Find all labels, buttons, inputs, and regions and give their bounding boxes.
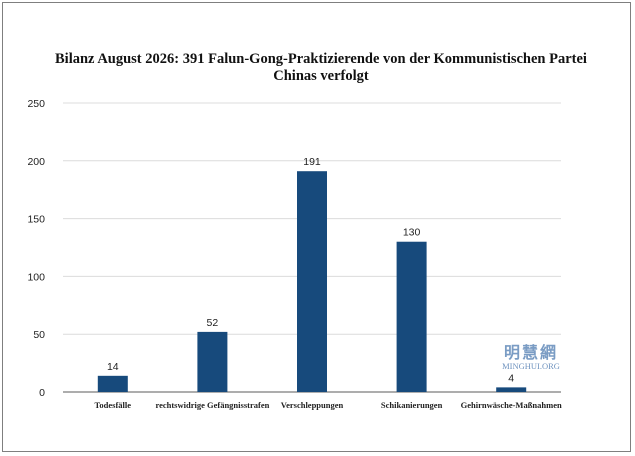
x-axis-categories: Todesfälle rechtswidrige Gefängnisstrafen…	[95, 400, 562, 410]
y-tick-label: 100	[27, 271, 45, 283]
x-category-label: Gehirnwäsche-Maßnahmen	[461, 400, 562, 410]
bars	[97, 171, 527, 392]
x-category-label: Verschleppungen	[281, 400, 344, 410]
data-labels: 14 52 191 130 4	[107, 156, 514, 384]
y-tick-label: 250	[27, 98, 45, 110]
y-tick-label: 50	[33, 329, 45, 341]
data-label: 14	[107, 361, 119, 373]
y-axis-ticks: 0 50 100 150 200 250	[27, 98, 45, 399]
data-label: 191	[303, 156, 321, 168]
data-label: 4	[508, 372, 514, 384]
y-tick-label: 200	[27, 156, 45, 168]
data-label: 130	[403, 227, 421, 239]
bar	[97, 375, 128, 392]
bar	[496, 387, 527, 392]
chart-title-line-1: Bilanz August 2026: 391 Falun-Gong-Prakt…	[55, 51, 587, 67]
chart-title-line-2: Chinas verfolgt	[273, 68, 369, 84]
bar	[197, 331, 228, 392]
y-tick-label: 150	[27, 214, 45, 226]
x-category-label: rechtswidrige Gefängnisstrafen	[155, 400, 269, 410]
y-tick-label: 0	[39, 387, 45, 399]
x-category-label: Schikanierungen	[381, 400, 443, 410]
x-category-label: Todesfälle	[95, 400, 132, 410]
data-label: 52	[207, 317, 219, 329]
watermark-chinese: 明慧網	[504, 343, 558, 362]
bar	[396, 241, 427, 392]
minghui-watermark: 明慧網 MINGHUI.ORG	[502, 343, 560, 371]
bar-chart: Bilanz August 2026: 391 Falun-Gong-Prakt…	[27, 51, 587, 410]
bar	[297, 171, 327, 392]
chart-frame: Bilanz August 2026: 391 Falun-Gong-Prakt…	[2, 2, 631, 452]
watermark-english: MINGHUI.ORG	[502, 361, 560, 371]
